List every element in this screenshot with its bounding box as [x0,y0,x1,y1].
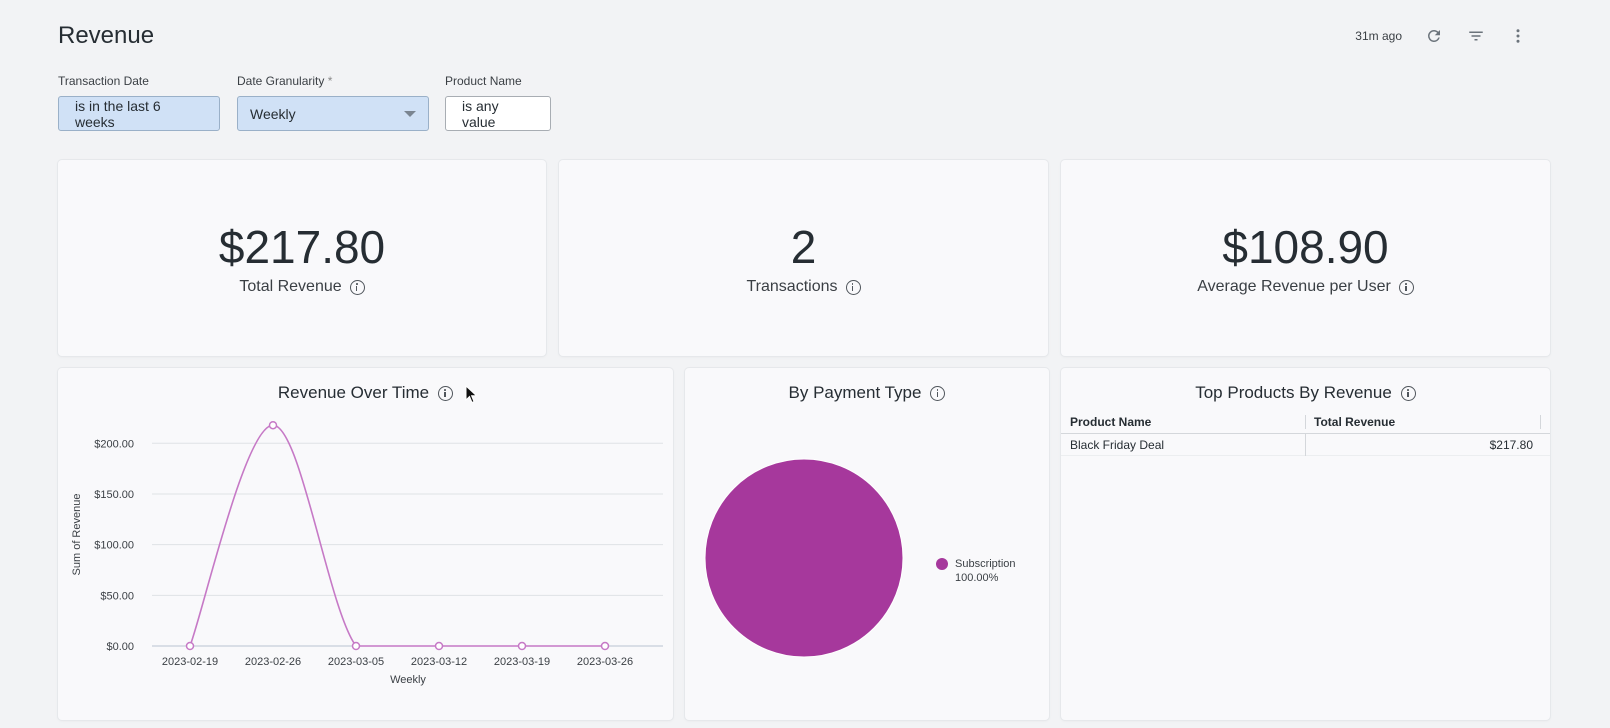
data-point [434,641,444,651]
kpi-label-row: Transactions [559,278,1048,296]
info-icon[interactable] [1398,279,1414,295]
kpi-card-average-revenue: $108.90 Average Revenue per User [1061,160,1550,356]
kpi-value: $108.90 [1222,221,1389,273]
panel-title: Top Products By Revenue [1195,383,1392,402]
filter-transaction-date: Transaction Date is in the last 6 weeks [58,74,220,131]
date-granularity-select[interactable]: Weekly [237,96,429,131]
payment-type-panel: By Payment Type Subscription 100.00% [685,368,1049,720]
data-point [600,641,610,651]
kpi-label: Average Revenue per User [1197,278,1391,295]
kpi-label: Transactions [746,278,838,295]
line-chart: $0.00 $50.00 $100.00 $150.00 $200.00 2023-02-… [71,420,663,686]
filter-label: Date Granularity * [237,74,429,88]
mouse-cursor-icon [465,385,478,404]
panel-title: Revenue Over Time [277,383,430,402]
info-icon[interactable] [1400,385,1416,401]
last-updated-text: 31m ago [1355,29,1402,43]
y-tick-label: $200.00 [94,438,134,450]
kpi-card-total-revenue: $217.80 Total Revenue [58,160,546,356]
y-tick-label: $100.00 [94,540,134,552]
kpi-value: 2 [790,221,817,273]
data-point [185,641,195,651]
kpi-label-row: Average Revenue per User [1061,278,1550,296]
legend-percent: 100.00% [955,572,999,584]
kpi-card-transactions: 2 Transactions [559,160,1048,356]
x-tick-label: 2023-03-12 [411,656,467,668]
required-mark: * [327,74,333,88]
page-title: Revenue [58,22,155,49]
panel-title-row: Top Products By Revenue [1061,383,1550,403]
kpi-label: Total Revenue [239,278,342,295]
pie-slice [704,458,904,658]
transaction-date-filter-button[interactable]: is in the last 6 weeks [58,96,220,131]
x-tick-label: 2023-02-26 [245,656,301,668]
pie-chart [704,458,904,658]
revenue-over-time-panel: Revenue Over Time $0.00 $50.00 $100.00 $150… [58,368,673,720]
info-icon[interactable] [930,385,946,401]
kpi-label-row: Total Revenue [58,278,546,296]
info-icon[interactable] [349,279,365,295]
table-row[interactable]: Black Friday Deal $217.80 [1061,433,1550,456]
product-name-filter-button[interactable]: is any value [445,96,551,131]
pie-legend: Subscription 100.00% [936,557,1016,585]
panel-title-row: Revenue Over Time [58,383,673,403]
panel-title-row: By Payment Type [685,383,1049,403]
more-vert-icon[interactable] [1508,26,1528,46]
y-tick-label: $150.00 [94,489,134,501]
legend-label: Subscription [955,558,1016,570]
x-axis-label: Weekly [390,674,426,686]
products-table: Product Name Total Revenue Black Friday … [1061,411,1550,456]
panel-title: By Payment Type [788,383,922,402]
filter-value: is in the last 6 weeks [75,97,161,130]
refresh-icon[interactable] [1424,26,1444,46]
series-line [189,424,605,647]
select-value: Weekly [250,105,296,122]
cell-product-name: Black Friday Deal [1061,433,1306,456]
info-icon[interactable] [845,279,861,295]
y-tick-label: $50.00 [100,590,134,602]
info-icon[interactable] [438,385,454,401]
filter-value: is any value [462,97,499,130]
data-point [268,420,278,430]
column-header-product-name[interactable]: Product Name [1061,415,1306,429]
x-tick-label: 2023-02-19 [162,656,218,668]
top-products-panel: Top Products By Revenue Product Name Tot… [1061,368,1550,720]
filter-label-text: Date Granularity [237,74,325,88]
y-axis-label: Sum of Revenue [71,494,83,576]
x-tick-label: 2023-03-05 [328,656,384,668]
x-tick-label: 2023-03-26 [577,656,633,668]
header-actions: 31m ago [1355,26,1528,46]
filter-date-granularity: Date Granularity * Weekly [237,74,429,131]
filter-product-name: Product Name is any value [445,74,551,131]
filter-label: Transaction Date [58,74,149,88]
column-header-total-revenue[interactable]: Total Revenue [1306,415,1541,429]
table-header: Product Name Total Revenue [1061,411,1550,434]
data-point [351,641,361,651]
legend-swatch [936,558,948,570]
data-point [517,641,527,651]
filter-label: Product Name [445,74,522,88]
cell-total-revenue: $217.80 [1489,437,1533,452]
x-tick-label: 2023-03-19 [494,656,550,668]
chevron-down-icon [404,110,416,117]
filter-icon[interactable] [1466,26,1486,46]
y-tick-label: $0.00 [106,641,134,653]
kpi-value: $217.80 [218,221,386,273]
